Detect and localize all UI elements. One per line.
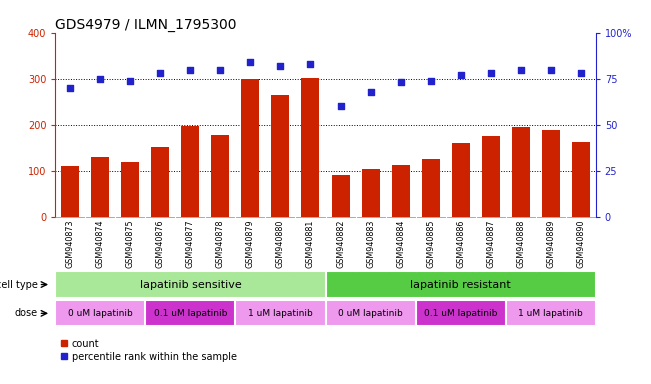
- Text: GSM940878: GSM940878: [216, 220, 225, 268]
- Text: GSM940885: GSM940885: [426, 220, 435, 268]
- Bar: [301, 78, 320, 217]
- Point: [456, 72, 466, 78]
- Text: GSM940879: GSM940879: [246, 220, 255, 268]
- Bar: [212, 135, 229, 217]
- Legend: count, percentile rank within the sample: count, percentile rank within the sample: [60, 339, 237, 362]
- Bar: [182, 126, 199, 217]
- Bar: [391, 165, 409, 217]
- Point: [95, 76, 105, 82]
- Point: [305, 61, 316, 67]
- Text: GSM940880: GSM940880: [276, 220, 285, 268]
- Text: 1 uM lapatinib: 1 uM lapatinib: [518, 309, 583, 318]
- Bar: [242, 79, 260, 217]
- Text: GSM940881: GSM940881: [306, 220, 315, 268]
- Text: GSM940873: GSM940873: [66, 220, 75, 268]
- Text: cell type: cell type: [0, 280, 38, 290]
- Point: [155, 70, 165, 76]
- Text: 1 uM lapatinib: 1 uM lapatinib: [248, 309, 313, 318]
- Point: [546, 66, 556, 73]
- Text: dose: dose: [14, 308, 38, 318]
- Text: GSM940883: GSM940883: [366, 220, 375, 268]
- Point: [486, 70, 496, 76]
- Bar: [121, 162, 139, 217]
- Text: GSM940876: GSM940876: [156, 220, 165, 268]
- Point: [65, 85, 76, 91]
- Text: GSM940886: GSM940886: [456, 220, 465, 268]
- Text: lapatinib resistant: lapatinib resistant: [410, 280, 511, 290]
- Bar: [61, 166, 79, 217]
- Bar: [482, 136, 499, 217]
- Point: [365, 89, 376, 95]
- Bar: [452, 143, 469, 217]
- Bar: [331, 175, 350, 217]
- Text: lapatinib sensitive: lapatinib sensitive: [139, 280, 242, 290]
- Bar: [91, 157, 109, 217]
- Bar: [422, 159, 439, 217]
- Bar: [572, 142, 590, 217]
- Point: [335, 103, 346, 109]
- Bar: [542, 130, 560, 217]
- Point: [516, 66, 526, 73]
- Text: GSM940874: GSM940874: [96, 220, 105, 268]
- Bar: [361, 169, 380, 217]
- Text: 0 uM lapatinib: 0 uM lapatinib: [68, 309, 133, 318]
- Point: [245, 59, 256, 65]
- Point: [575, 70, 586, 76]
- Text: GSM940888: GSM940888: [516, 220, 525, 268]
- Text: GSM940875: GSM940875: [126, 220, 135, 268]
- Text: GSM940882: GSM940882: [336, 220, 345, 268]
- Point: [395, 79, 406, 86]
- Text: GSM940889: GSM940889: [546, 220, 555, 268]
- Point: [275, 63, 286, 69]
- Text: GSM940887: GSM940887: [486, 220, 495, 268]
- Text: 0.1 uM lapatinib: 0.1 uM lapatinib: [154, 309, 227, 318]
- Bar: [152, 147, 169, 217]
- Bar: [271, 95, 290, 217]
- Text: GSM940877: GSM940877: [186, 220, 195, 268]
- Text: GSM940890: GSM940890: [576, 220, 585, 268]
- Text: 0 uM lapatinib: 0 uM lapatinib: [338, 309, 403, 318]
- Point: [125, 78, 135, 84]
- Text: 0.1 uM lapatinib: 0.1 uM lapatinib: [424, 309, 497, 318]
- Text: GSM940884: GSM940884: [396, 220, 405, 268]
- Bar: [512, 127, 530, 217]
- Text: GDS4979 / ILMN_1795300: GDS4979 / ILMN_1795300: [55, 18, 237, 31]
- Point: [215, 66, 226, 73]
- Point: [186, 66, 196, 73]
- Point: [425, 78, 436, 84]
